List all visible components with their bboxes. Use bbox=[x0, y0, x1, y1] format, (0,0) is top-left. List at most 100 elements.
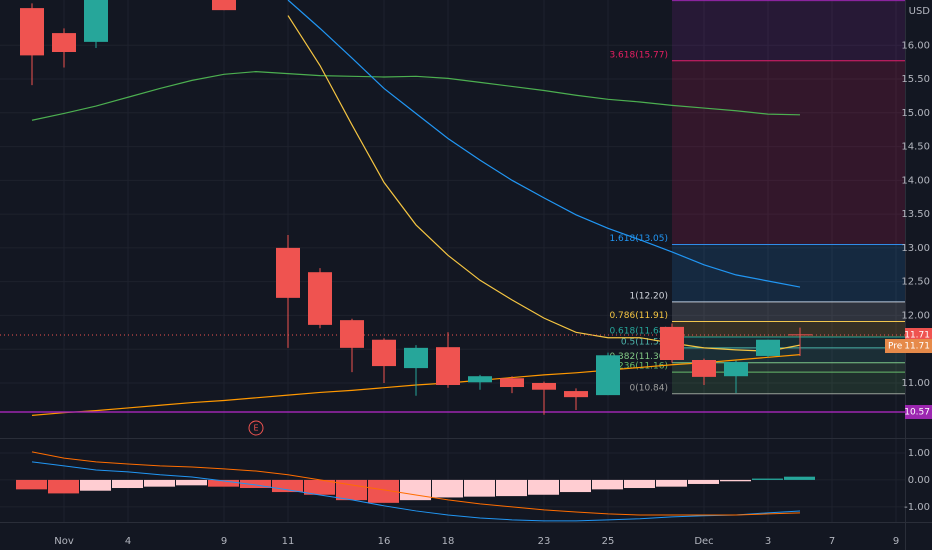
macd-pane bbox=[16, 451, 815, 522]
candle-body bbox=[660, 326, 684, 361]
macd-histogram-bar bbox=[592, 479, 623, 490]
moving-average bbox=[31, 70, 801, 121]
x-tick-label: 4 bbox=[125, 536, 131, 547]
candle-body bbox=[564, 391, 588, 398]
macd-histogram-bar bbox=[48, 479, 79, 494]
macd-histogram-bar bbox=[400, 479, 431, 501]
macd-histogram-bar bbox=[432, 479, 463, 498]
candle-body bbox=[500, 378, 524, 388]
candle-body bbox=[372, 339, 396, 367]
premarket-value: 11.71 bbox=[904, 342, 930, 352]
y-tick-label: 15.50 bbox=[901, 74, 930, 85]
fib-zone bbox=[672, 372, 905, 394]
y-tick-label: 14.00 bbox=[901, 175, 930, 186]
macd-histogram-bar bbox=[112, 479, 143, 489]
x-tick-label: 3 bbox=[765, 536, 771, 547]
macd-histogram-bar bbox=[144, 479, 175, 487]
macd-histogram-bar bbox=[16, 479, 47, 490]
candle-body bbox=[84, 0, 108, 42]
x-tick-label: 9 bbox=[221, 536, 227, 547]
candle-body bbox=[692, 360, 716, 377]
fib-zone bbox=[672, 244, 905, 302]
macd-histogram-bar bbox=[80, 479, 111, 491]
macd-tick-label: 1.00 bbox=[908, 448, 930, 459]
macd-histogram-bar bbox=[688, 479, 719, 484]
fib-zone bbox=[672, 362, 905, 373]
earnings-label: E bbox=[253, 424, 258, 433]
candle-body bbox=[308, 272, 332, 325]
candle-body bbox=[340, 320, 364, 348]
fib-label: 0.618(11.68) bbox=[609, 327, 668, 337]
macd-histogram-bar bbox=[304, 479, 335, 495]
fib-label: 0.382(11.30) bbox=[609, 352, 668, 362]
macd-histogram-bar bbox=[528, 479, 559, 495]
x-tick-label: 7 bbox=[829, 536, 835, 547]
candle-body bbox=[468, 376, 492, 383]
macd-histogram-bar bbox=[368, 479, 399, 503]
signal-line bbox=[31, 451, 801, 516]
macd-histogram-bar bbox=[624, 479, 655, 489]
candle-body bbox=[276, 247, 300, 298]
macd-line bbox=[31, 461, 801, 522]
x-tick-label: Dec bbox=[694, 536, 713, 547]
macd-histogram-bar bbox=[208, 479, 239, 487]
fib-label: 0.5(11.52) bbox=[621, 337, 668, 347]
fib-label: 3.618(15.77) bbox=[609, 50, 668, 60]
moving-average bbox=[287, 15, 801, 352]
macd-tick-label: -1.00 bbox=[904, 502, 930, 513]
macd-histogram-bar bbox=[336, 479, 367, 501]
macd-histogram-bar bbox=[464, 479, 495, 497]
macd-histogram-bar bbox=[176, 479, 207, 486]
candle-body bbox=[52, 33, 76, 53]
price-label-box bbox=[905, 405, 932, 420]
x-tick-label: 23 bbox=[538, 536, 551, 547]
y-tick-label: 16.00 bbox=[901, 40, 930, 51]
x-tick-label: Nov bbox=[54, 536, 74, 547]
macd-histogram-bar bbox=[752, 478, 783, 480]
premarket-name: Pre bbox=[888, 342, 903, 352]
candle-body bbox=[724, 362, 748, 377]
candle-body bbox=[20, 8, 44, 56]
x-tick-label: 11 bbox=[282, 536, 295, 547]
candle-body bbox=[212, 0, 236, 11]
x-tick-label: 16 bbox=[378, 536, 391, 547]
x-tick-label: 18 bbox=[442, 536, 455, 547]
fib-zone bbox=[672, 337, 905, 348]
x-tick-label: 9 bbox=[893, 536, 899, 547]
price-label: 11.71 bbox=[904, 331, 930, 341]
fib-zone bbox=[672, 0, 905, 61]
fib-zone bbox=[672, 60, 905, 245]
macd-histogram-bar bbox=[720, 479, 751, 482]
macd-histogram-bar bbox=[784, 476, 815, 480]
candle-body bbox=[788, 334, 812, 336]
premarket-box bbox=[885, 339, 932, 354]
fib-label: 0.786(11.91) bbox=[609, 311, 668, 321]
price-label: 10.57 bbox=[904, 408, 930, 418]
candle-body bbox=[436, 347, 460, 385]
fib-label: 1(12.20) bbox=[629, 291, 668, 301]
y-tick-label: 12.50 bbox=[901, 277, 930, 288]
fib-label: 0.236(11.16) bbox=[609, 362, 668, 372]
candle-body bbox=[404, 347, 428, 369]
macd-histogram-bar bbox=[656, 479, 687, 487]
macd-histogram-bar bbox=[496, 479, 527, 497]
y-tick-label: 13.00 bbox=[901, 243, 930, 254]
fib-label: 0(10.84) bbox=[629, 383, 668, 393]
y-tick-label: 13.50 bbox=[901, 209, 930, 220]
candle-body bbox=[756, 339, 780, 356]
x-tick-label: 25 bbox=[602, 536, 615, 547]
moving-average bbox=[287, 0, 801, 288]
candle-body bbox=[532, 382, 556, 390]
currency-label: USD bbox=[909, 6, 931, 17]
y-tick-label: 14.50 bbox=[901, 142, 930, 153]
y-tick-label: 15.00 bbox=[901, 108, 930, 119]
y-tick-label: 12.00 bbox=[901, 310, 930, 321]
price-label-box bbox=[905, 328, 932, 343]
macd-histogram-bar bbox=[240, 479, 271, 489]
earnings-marker bbox=[248, 420, 264, 436]
price-pane: 0(10.84) 0.236(11.16)0.382(11.30) 0.5(11.5… bbox=[0, 0, 905, 436]
fib-zone bbox=[672, 301, 905, 322]
